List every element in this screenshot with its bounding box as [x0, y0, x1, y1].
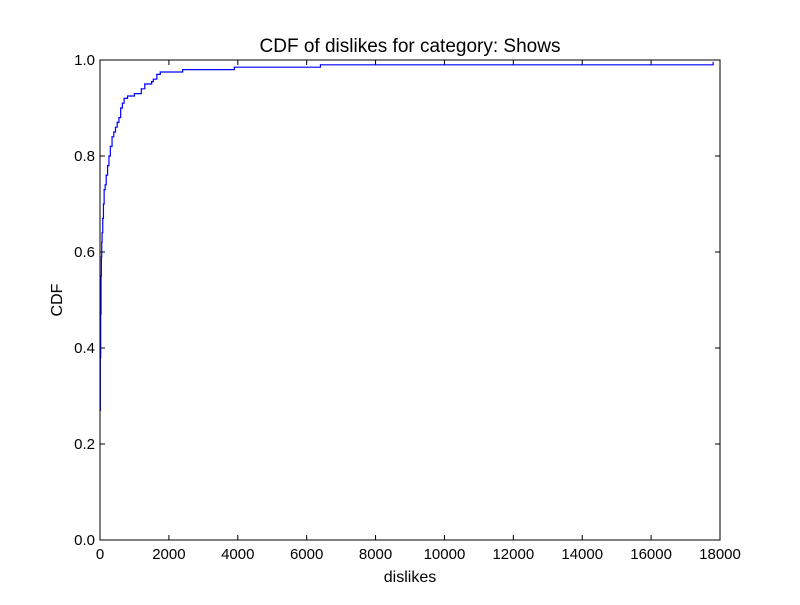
cdf-data-point: [102, 217, 104, 219]
cdf-data-point: [114, 126, 117, 128]
cdf-data-point: [144, 83, 146, 85]
cdf-data-point: [152, 78, 154, 80]
cdf-data-point: [126, 95, 129, 97]
cdf-data-point: [147, 83, 149, 85]
cdf-data-point: [101, 241, 103, 243]
cdf-series-line: [99, 62, 714, 411]
cdf-data-point: [233, 66, 235, 68]
cdf-data-point: [133, 93, 136, 95]
cdf-data-point: [118, 117, 120, 119]
axis-ticks: 0 2000 4000 6000 8000 10000 12000 14000 16000 180…: [74, 52, 741, 563]
plot-area-frame: [99, 59, 721, 541]
cdf-data-point: [106, 165, 109, 167]
y-tick-label: 1.0: [74, 52, 95, 69]
chart-title: CDF of dislikes for category: Shows: [260, 36, 561, 57]
y-tick-label: 0.4: [74, 340, 95, 357]
cdf-data-point: [100, 275, 102, 277]
cdf-data-point: [105, 174, 107, 176]
cdf-data-point: [159, 71, 161, 73]
cdf-data-point: [111, 136, 113, 138]
cdf-data-point: [319, 64, 322, 66]
cdf-data-point: [100, 256, 102, 258]
cdf-data-point: [102, 203, 105, 205]
cdf-data-point: [156, 73, 158, 75]
x-tick-label: 4000: [221, 546, 254, 563]
y-tick-label: 0.2: [74, 436, 95, 453]
x-tick-label: 8000: [359, 546, 392, 563]
series-layer: [99, 61, 714, 411]
x-tick-label: 6000: [290, 546, 323, 563]
y-axis-label: CDF: [49, 283, 66, 316]
cdf-data-point: [109, 145, 111, 147]
cdf-data-point: [712, 61, 714, 64]
y-tick-label: 0.8: [74, 148, 95, 165]
x-tick-label: 12000: [492, 546, 534, 563]
cdf-data-point: [151, 81, 153, 83]
cdf-data-point: [130, 95, 132, 97]
cdf-data-point: [120, 107, 122, 109]
x-tick-label: 14000: [561, 546, 603, 563]
cdf-data-point: [116, 121, 118, 123]
cdf-data-point: [101, 232, 103, 234]
x-axis-label: dislikes: [384, 569, 436, 586]
cdf-data-point: [113, 131, 115, 133]
x-tick-label: 0: [96, 546, 104, 563]
cdf-data-point: [108, 155, 110, 157]
cdf-data-point: [123, 97, 125, 99]
cdf-data-point: [137, 93, 139, 95]
x-tick-label: 2000: [152, 546, 185, 563]
cdf-data-point: [103, 189, 105, 191]
y-tick-label: 0.6: [74, 244, 95, 261]
cdf-data-point: [121, 102, 123, 104]
cdf-data-point: [140, 88, 142, 90]
x-tick-label: 10000: [424, 546, 466, 563]
x-tick-label: 16000: [630, 546, 672, 563]
y-tick-label: 0.0: [74, 532, 95, 549]
cdf-data-point: [104, 184, 106, 186]
x-tick-label: 18000: [699, 546, 741, 563]
cdf-data-point: [182, 69, 184, 71]
